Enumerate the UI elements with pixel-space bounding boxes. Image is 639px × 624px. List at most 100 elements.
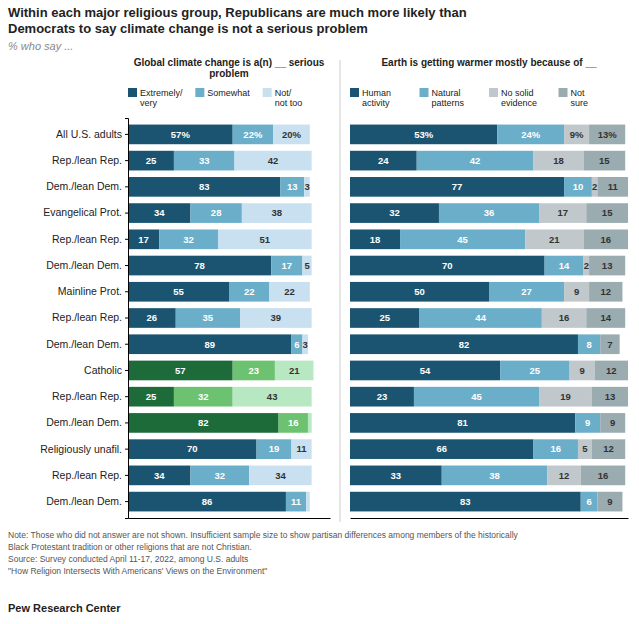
- data-label: 35: [203, 312, 214, 323]
- bar: [257, 439, 292, 459]
- data-label: 13: [602, 260, 613, 271]
- bar: [600, 334, 619, 354]
- bars: [128, 125, 313, 512]
- data-label: 22: [244, 286, 255, 297]
- data-label: 38: [489, 470, 500, 481]
- header-line: problem: [209, 68, 249, 79]
- y-tick-mark: [125, 370, 128, 371]
- y-tick-label: Evangelical Prot.: [43, 206, 122, 218]
- bar: [350, 413, 575, 433]
- bar: [578, 439, 592, 459]
- data-label: 14: [600, 312, 611, 323]
- data-label: 78: [194, 260, 205, 271]
- bar: [350, 334, 578, 354]
- bar: [589, 256, 625, 276]
- data-label: 66: [436, 443, 447, 454]
- panel: Global climate change is a(n) __ serious…: [40, 57, 330, 519]
- y-tick: Evangelical Prot.: [43, 206, 128, 218]
- data-label: 16: [559, 312, 570, 323]
- y-tick-mark: [125, 344, 128, 345]
- data-label: 17: [557, 207, 568, 218]
- bars: [350, 125, 628, 512]
- y-tick: Dem./lean Dem.: [46, 259, 128, 271]
- y-tick-mark: [125, 160, 128, 161]
- bar: [308, 413, 312, 433]
- bar: [564, 282, 589, 302]
- data-label: 54: [420, 365, 431, 376]
- data-label: 83: [460, 496, 471, 507]
- bar: [600, 413, 625, 433]
- data-label: 12: [603, 443, 614, 454]
- data-label: 18: [370, 234, 381, 245]
- legend-label-line: very: [140, 98, 158, 108]
- y-tick-mark: [125, 239, 128, 240]
- bar: [128, 282, 229, 302]
- y-tick: Rep./lean Rep.: [52, 233, 128, 245]
- legend-item: Notsure: [559, 88, 589, 108]
- data-label: 89: [204, 339, 215, 350]
- bar: [235, 151, 312, 171]
- bar: [350, 466, 442, 486]
- y-tick: All U.S. adults: [56, 128, 128, 140]
- legend-label-line: Human: [362, 88, 391, 98]
- y-tick-label: Mainline Prot.: [58, 285, 122, 297]
- bar: [592, 439, 625, 459]
- bar: [592, 177, 598, 197]
- bar: [233, 387, 312, 407]
- data-label: 24: [378, 155, 389, 166]
- data-label: 39: [271, 312, 282, 323]
- data-label: 17: [282, 260, 293, 271]
- data-label: 34: [154, 207, 165, 218]
- legend-label-line: Somewhat: [207, 88, 250, 98]
- data-label: 10: [573, 181, 584, 192]
- bar: [589, 282, 622, 302]
- chart-root: Within each major religious group, Repub…: [0, 0, 639, 624]
- bar: [581, 466, 625, 486]
- legend-item: Humanactivity: [350, 88, 391, 108]
- y-tick: Dem./lean Dem.: [46, 338, 128, 350]
- data-label: 51: [260, 234, 271, 245]
- bar: [190, 203, 241, 223]
- y-tick-label: All U.S. adults: [56, 128, 122, 140]
- legend-label: No solidevidence: [501, 88, 537, 108]
- data-label: 27: [521, 286, 532, 297]
- bar: [291, 439, 311, 459]
- data-label: 16: [288, 417, 299, 428]
- legend-label: Somewhat: [207, 88, 250, 98]
- data-label: 45: [457, 234, 468, 245]
- data-label: 11: [297, 443, 308, 454]
- data-label: 20%: [282, 129, 302, 140]
- note: Note: Those who did not answer are not s…: [8, 530, 519, 540]
- legend-label: Humanactivity: [362, 88, 391, 108]
- legend-item: Not/not too: [263, 88, 303, 108]
- data-label: 34: [275, 470, 286, 481]
- bar: [128, 413, 279, 433]
- data-label: 13: [605, 391, 616, 402]
- bar: [128, 203, 190, 223]
- legend-item: No solidevidence: [489, 88, 537, 108]
- data-label: 19: [560, 391, 571, 402]
- note: Black Protestant tradition or other reli…: [8, 542, 252, 552]
- data-label: 18: [553, 155, 564, 166]
- note: Source: Survey conducted April 11-17, 20…: [8, 554, 248, 564]
- data-label: 9: [579, 365, 584, 376]
- bar: [564, 177, 592, 197]
- data-label: 42: [268, 155, 279, 166]
- y-tick-mark: [125, 186, 128, 187]
- data-label: 70: [187, 443, 198, 454]
- data-label: 17: [138, 234, 149, 245]
- legend-label: Naturalpatterns: [432, 88, 465, 108]
- y-tick-label: Dem./lean Dem.: [46, 180, 122, 192]
- bar: [350, 387, 414, 407]
- panel-title: Earth is getting warmer mostly because o…: [381, 57, 597, 68]
- y-tick-label: Dem./lean Dem.: [46, 495, 122, 507]
- legend-label: Extremely/very: [140, 88, 183, 108]
- bar: [233, 361, 275, 381]
- data-label: 44: [475, 312, 486, 323]
- bar: [128, 125, 233, 145]
- data-label: 2: [584, 260, 589, 271]
- bar: [584, 256, 590, 276]
- bar: [128, 229, 159, 249]
- bar: [128, 387, 174, 407]
- data-label: 12: [600, 286, 611, 297]
